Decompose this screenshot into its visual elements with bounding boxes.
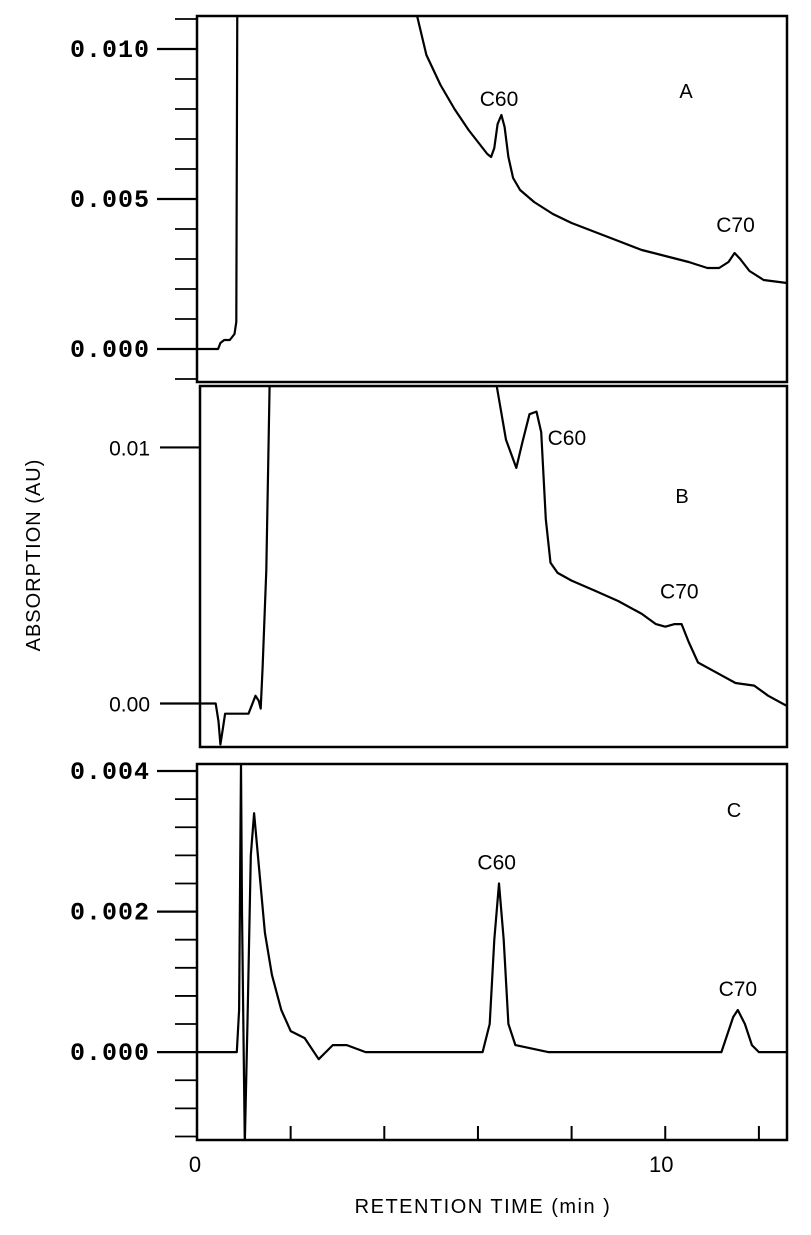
panel-b-peak-label-c70: C70 [660, 581, 699, 604]
x-tick-label: 10 [649, 1152, 673, 1177]
panel-c-peak-label-c60: C60 [477, 851, 516, 874]
panel-b-peak-label-c60: C60 [548, 427, 587, 450]
panel-a-letter: A [679, 81, 693, 103]
x-tick-label: 0 [189, 1152, 201, 1177]
panel-a-y-tick-label: 0.010 [70, 36, 150, 65]
panel-c-trace [197, 764, 787, 1140]
panel-a-trace [197, 16, 787, 351]
panel-b-frame [198, 384, 789, 749]
panel-b-y-tick-label: 0.01 [109, 437, 150, 460]
panel-b: 0.00 0.01 C60 C70 B [109, 384, 789, 749]
panel-c-peak-label-c70: C70 [719, 978, 758, 1001]
panel-b-trace [200, 386, 787, 746]
panel-a: 0.000 0.005 0.010 C60 C70 A [70, 14, 789, 384]
y-axis-label: ABSORPTION (AU) [23, 459, 45, 652]
panel-b-y-tick-label: 0.00 [109, 693, 150, 716]
panel-c-y-tick-label: 0.002 [70, 899, 150, 928]
panel-a-frame [195, 14, 789, 384]
panel-a-peak-label-c70: C70 [716, 214, 755, 237]
x-axis-label: RETENTION TIME (min ) [355, 1196, 612, 1218]
panel-a-y-tick-label: 0.005 [70, 186, 150, 215]
panel-c-y-tick-label: 0.000 [70, 1039, 150, 1068]
panel-c: 0.000 0.002 0.004 C60 C70 C 0 10 [70, 758, 789, 1177]
panel-a-y-tick-label: 0.000 [70, 336, 150, 365]
panel-a-peak-label-c60: C60 [480, 88, 519, 111]
panel-b-letter: B [675, 486, 688, 508]
panel-c-frame [195, 762, 789, 1142]
panel-c-y-tick-label: 0.004 [70, 758, 150, 787]
panel-c-letter: C [727, 800, 741, 822]
